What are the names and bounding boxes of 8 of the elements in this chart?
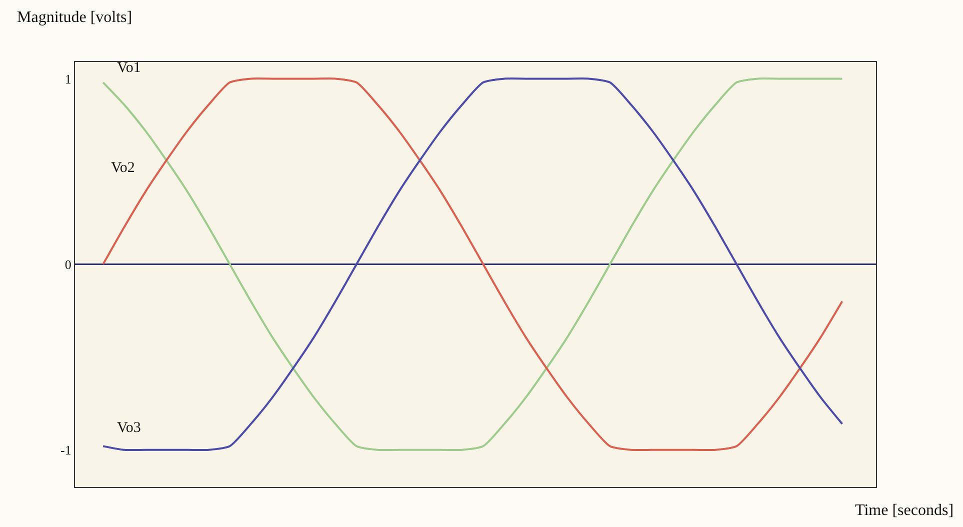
series-label: Vo1 [117, 60, 141, 76]
y-axis-title: Magnitude [volts] [17, 9, 132, 26]
x-axis-title: Time [seconds] [855, 502, 954, 519]
y-tick-label: 0 [64, 256, 72, 272]
y-tick-label: 1 [64, 71, 72, 86]
y-tick-label: -1 [60, 442, 72, 458]
series-label: Vo2 [111, 160, 135, 176]
series-label: Vo3 [117, 420, 141, 436]
